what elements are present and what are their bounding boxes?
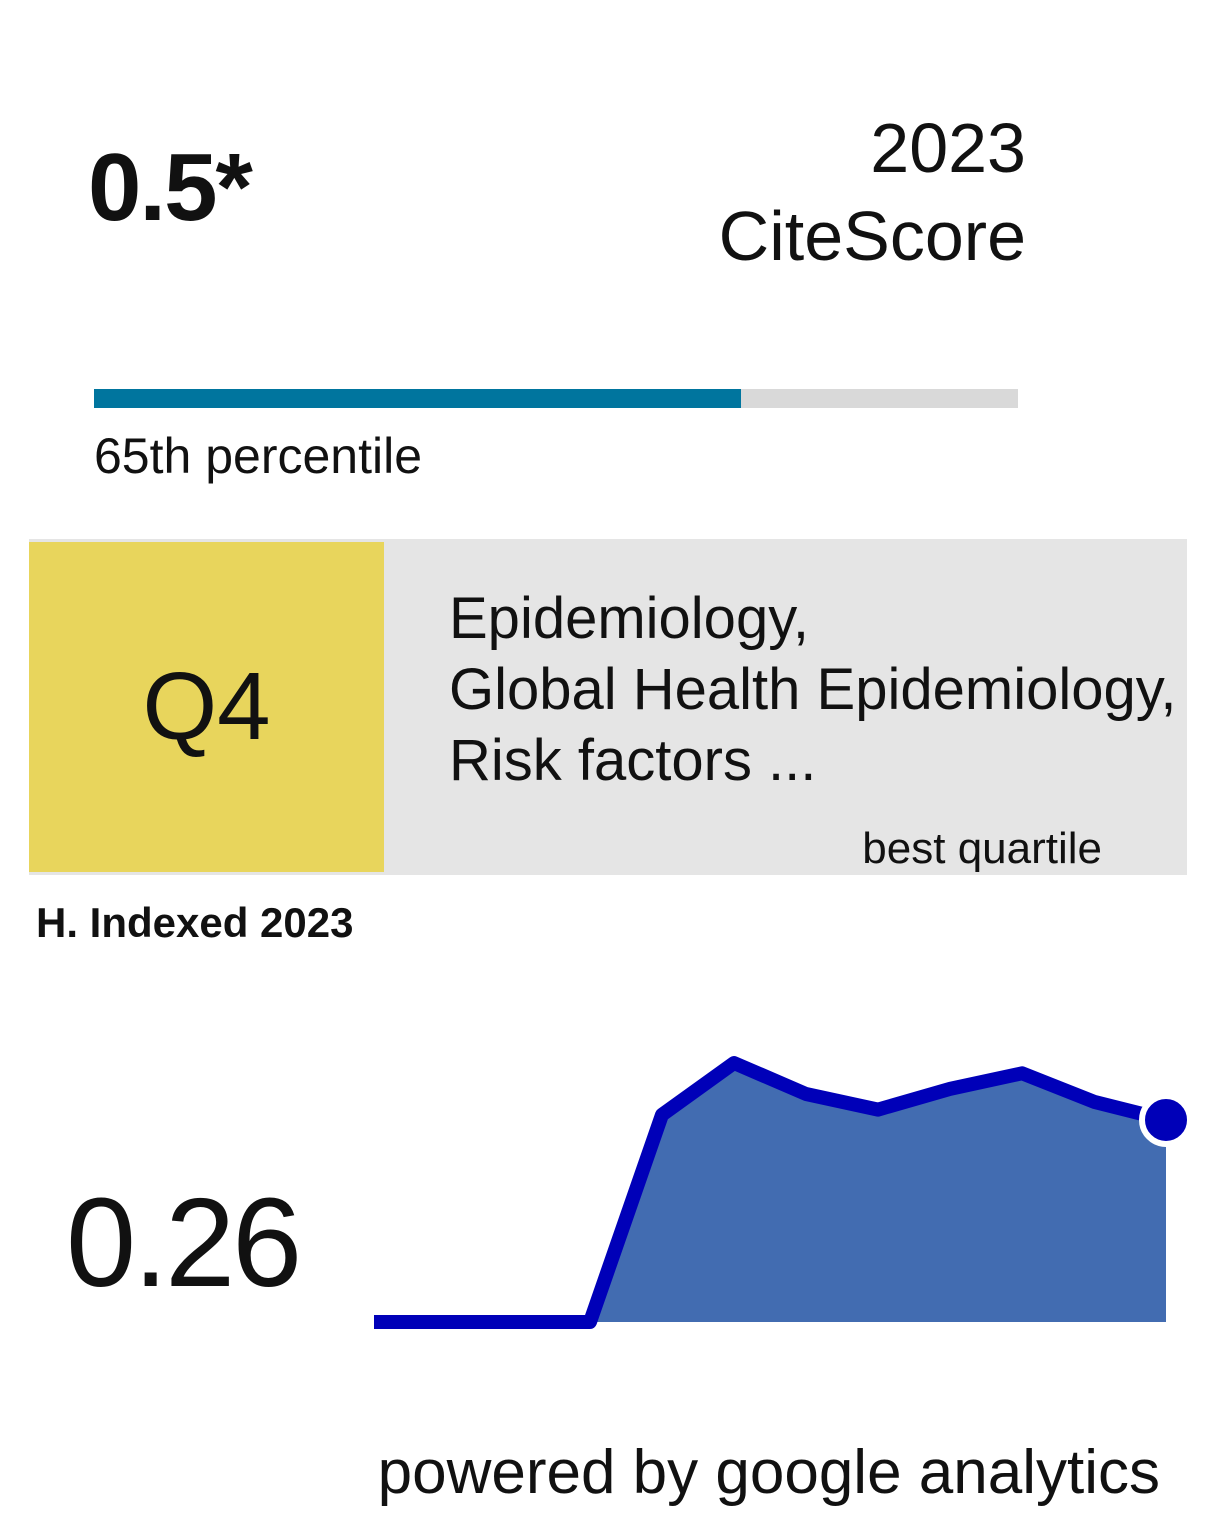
sparkline-area bbox=[590, 1069, 1166, 1328]
hindex-value: 0.26 bbox=[66, 1172, 302, 1313]
sparkline-end-dot bbox=[1139, 1092, 1193, 1147]
hindex-title: H. Indexed 2023 bbox=[36, 899, 354, 946]
percentile-bar bbox=[94, 389, 1018, 408]
citescore-year: 2023 bbox=[870, 109, 1026, 187]
citescore-header: 2023 CiteScore bbox=[719, 104, 1026, 280]
category-item: Risk factors ... bbox=[449, 728, 817, 793]
percentile-label: 65th percentile bbox=[94, 428, 423, 484]
citescore-value: 0.5* bbox=[88, 134, 253, 241]
quartile-panel: Q4 Epidemiology, Global Health Epidemiol… bbox=[29, 539, 1187, 875]
hindex-sparkline bbox=[374, 1056, 1193, 1329]
powered-by-footer: powered by google analytics bbox=[377, 1438, 1160, 1507]
sparkline-line bbox=[374, 1056, 1168, 1329]
quartile-badge: Q4 bbox=[29, 542, 384, 872]
category-list: Epidemiology, Global Health Epidemiology… bbox=[449, 583, 1189, 796]
quartile-label: Q4 bbox=[142, 653, 271, 760]
percentile-bar-fill bbox=[94, 389, 741, 408]
best-quartile-caption: best quartile bbox=[862, 824, 1102, 873]
category-item: Epidemiology, bbox=[449, 586, 810, 651]
category-item: Global Health Epidemiology, bbox=[449, 657, 1177, 722]
citescore-label: CiteScore bbox=[718, 197, 1026, 275]
